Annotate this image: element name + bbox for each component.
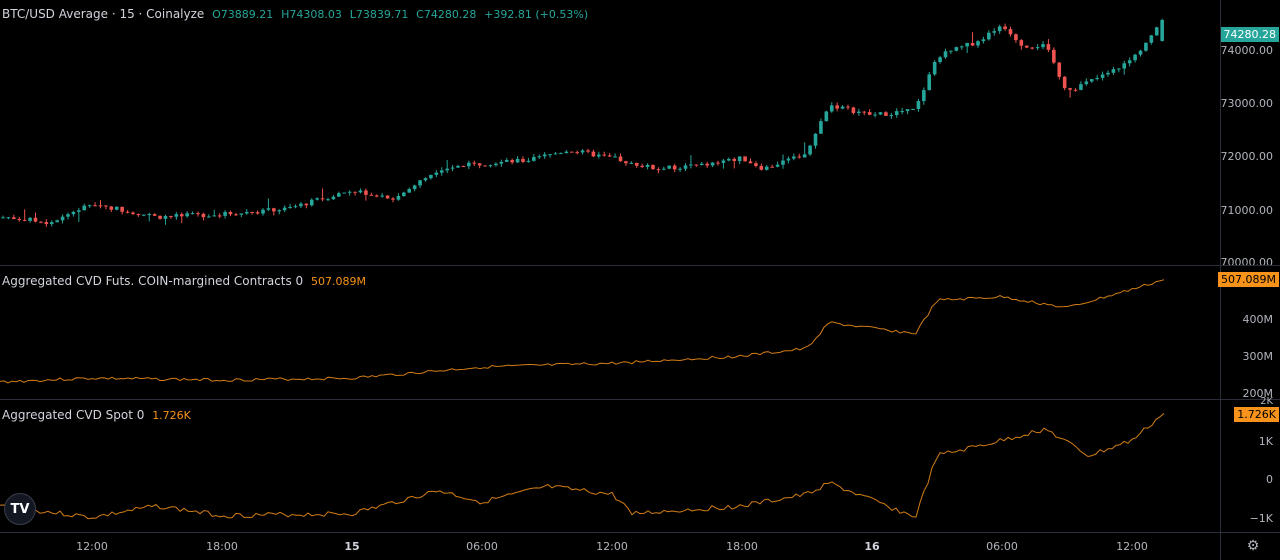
futures-tick: 200M: [1242, 387, 1274, 400]
price-axis[interactable]: 74280.28 74000.00 73000.00 72000.00 7100…: [1220, 0, 1280, 269]
price-tick: 71000.00: [1220, 204, 1274, 217]
price-tick: 73000.00: [1220, 97, 1274, 110]
ohlc-low: L73839.71: [349, 8, 409, 21]
ohlc-close: C74280.28: [416, 8, 477, 21]
futures-tick: 300M: [1242, 350, 1274, 363]
spot-cvd-line: [0, 413, 1165, 520]
futures-cvd-title[interactable]: Aggregated CVD Futs. COIN-margined Contr…: [2, 274, 304, 288]
spot-cvd-pane[interactable]: Aggregated CVD Spot 0 1.726K: [0, 400, 1220, 532]
gear-icon[interactable]: ⚙: [1246, 538, 1260, 554]
price-pane[interactable]: BTC/USD Average · 15 · Coinalyze O73889.…: [0, 0, 1220, 265]
price-tick: 72000.00: [1220, 150, 1274, 163]
time-tick: 12:00: [76, 540, 108, 553]
spot-tick: −1K: [1249, 512, 1273, 525]
futures-cvd-axis[interactable]: 507.089M 400M 300M 200M: [1218, 266, 1280, 400]
pane-divider[interactable]: [0, 399, 1280, 400]
candlestick-chart[interactable]: [0, 0, 1220, 265]
time-tick: 12:00: [596, 540, 628, 553]
spot-cvd-tag: 1.726K: [1234, 407, 1279, 422]
last-price-tag: 74280.28: [1220, 27, 1279, 42]
futures-cvd-line: [0, 279, 1165, 384]
ohlc-high: H74308.03: [281, 8, 342, 21]
time-tick: 16: [864, 540, 880, 553]
tradingview-logo[interactable]: TV: [4, 493, 36, 525]
futures-tick: 400M: [1242, 313, 1274, 326]
time-tick: 15: [344, 540, 360, 553]
axis-corner: [1220, 533, 1280, 560]
spot-cvd-axis[interactable]: 2K 1.726K 1K 0 −1K: [1220, 396, 1280, 532]
time-tick: 18:00: [726, 540, 758, 553]
spot-tick: 1K: [1258, 435, 1273, 448]
spot-cvd-title[interactable]: Aggregated CVD Spot 0: [2, 408, 145, 422]
time-tick: 06:00: [466, 540, 498, 553]
time-tick: 12:00: [1116, 540, 1148, 553]
time-axis-divider: [0, 532, 1280, 533]
futures-cvd-legend: Aggregated CVD Futs. COIN-margined Contr…: [2, 274, 366, 288]
symbol-title[interactable]: BTC/USD Average · 15 · Coinalyze: [2, 7, 205, 21]
price-tick: 74000.00: [1220, 44, 1274, 57]
time-tick: 06:00: [986, 540, 1018, 553]
spot-tick: 0: [1266, 473, 1273, 486]
spot-tick: 2K: [1260, 396, 1273, 407]
futures-cvd-value: 507.089M: [311, 275, 367, 288]
futures-cvd-pane[interactable]: Aggregated CVD Futs. COIN-margined Contr…: [0, 266, 1220, 399]
spot-cvd-legend: Aggregated CVD Spot 0 1.726K: [2, 408, 191, 422]
spot-cvd-value: 1.726K: [152, 409, 191, 422]
futures-cvd-tag: 507.089M: [1218, 272, 1279, 287]
ohlc-change: +392.81 (+0.53%): [484, 8, 589, 21]
symbol-legend: BTC/USD Average · 15 · Coinalyze O73889.…: [2, 7, 588, 21]
pane-divider[interactable]: [0, 265, 1280, 266]
time-tick: 18:00: [206, 540, 238, 553]
ohlc-open: O73889.21: [212, 8, 274, 21]
